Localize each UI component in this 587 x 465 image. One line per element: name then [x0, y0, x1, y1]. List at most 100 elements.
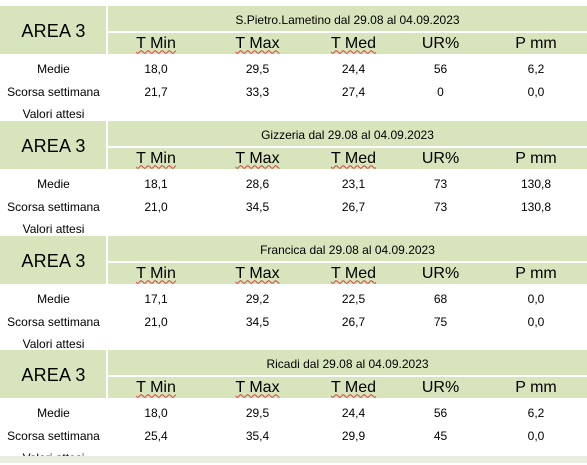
- column-header: P mm: [485, 148, 587, 169]
- column-header-label: UR%: [421, 264, 460, 282]
- column-header: T Min: [108, 263, 204, 284]
- column-header: T Med: [311, 33, 396, 54]
- station-title: Gizzeria dal 29.08 al 04.09.2023: [261, 127, 434, 142]
- column-header: T Med: [311, 263, 396, 284]
- column-header-label: T Min: [136, 264, 176, 282]
- table-cell: 18,0: [144, 406, 168, 420]
- station-title: Ricadi dal 29.08 al 04.09.2023: [266, 356, 429, 371]
- column-header-label: P mm: [515, 264, 557, 282]
- table-cell: 73: [433, 200, 448, 214]
- header-divider-horizontal: [108, 31, 587, 33]
- column-header-label: T Med: [330, 264, 377, 282]
- table-cell: 25,4: [144, 429, 168, 443]
- table-cell: 75: [433, 315, 448, 329]
- table-cell: 17,1: [144, 292, 168, 306]
- table-cell: 23,1: [341, 177, 366, 191]
- station-table: AREA 3 Francica dal 29.08 al 04.09.2023 T …: [0, 236, 587, 351]
- row-label: Valori attesi: [22, 337, 85, 351]
- table-cell: 27,4: [341, 85, 366, 99]
- row-label: Valori attesi: [22, 222, 85, 236]
- header-divider-horizontal: [108, 146, 587, 148]
- station-table: AREA 3 Ricadi dal 29.08 al 04.09.2023 T Mi…: [0, 350, 587, 465]
- row-label: Medie: [37, 406, 70, 420]
- area-label: AREA 3: [21, 364, 86, 385]
- table-header: [0, 121, 587, 169]
- column-header-label: T Min: [136, 149, 176, 167]
- table-cell: 33,3: [245, 85, 270, 99]
- row-label: Scorsa settimana: [7, 85, 100, 99]
- station-table: AREA 3 S.Pietro.Lametino dal 29.08 al 04.…: [0, 6, 587, 121]
- table-cell: 24,4: [341, 406, 366, 420]
- table-cell: 21,0: [144, 315, 168, 329]
- table-cell: 6,2: [527, 406, 545, 420]
- table-cell: 130,8: [520, 177, 552, 191]
- column-header-label: T Min: [136, 378, 176, 396]
- column-header: P mm: [485, 263, 587, 284]
- column-header: T Min: [108, 33, 204, 54]
- table-header: [0, 350, 587, 398]
- column-header-label: T Med: [330, 149, 377, 167]
- row-label: Medie: [37, 292, 70, 306]
- row-label: Scorsa settimana: [7, 315, 100, 329]
- table-cell: 0,0: [527, 85, 545, 99]
- table-cell: 29,2: [245, 292, 270, 306]
- column-header-label: T Max: [235, 34, 280, 52]
- column-header: T Med: [311, 377, 396, 398]
- header-divider-vertical: [106, 350, 108, 398]
- row-label: Scorsa settimana: [7, 429, 100, 443]
- table-cell: 35,4: [245, 429, 270, 443]
- column-header: T Max: [204, 377, 311, 398]
- row-label: Valori attesi: [22, 107, 85, 121]
- table-cell: 18,1: [144, 177, 168, 191]
- table-header: [0, 236, 587, 284]
- table-cell: 22,5: [341, 292, 366, 306]
- table-cell: 73: [433, 177, 448, 191]
- column-header-label: T Med: [330, 34, 377, 52]
- table-cell: 0,0: [527, 292, 545, 306]
- table-cell: 24,4: [341, 62, 366, 76]
- column-header: T Min: [108, 148, 204, 169]
- area-label: AREA 3: [21, 20, 86, 41]
- column-header-label: T Max: [235, 264, 280, 282]
- row-label: Medie: [37, 62, 70, 76]
- table-cell: 34,5: [245, 200, 270, 214]
- table-cell: 56: [433, 62, 448, 76]
- bottom-strip: [0, 456, 587, 463]
- area-label: AREA 3: [21, 135, 86, 156]
- column-header: UR%: [396, 33, 485, 54]
- station-title: S.Pietro.Lametino dal 29.08 al 04.09.202…: [235, 12, 460, 27]
- table-cell: 0: [437, 85, 444, 99]
- column-header: T Max: [204, 33, 311, 54]
- table-cell: 0,0: [527, 315, 545, 329]
- column-header: P mm: [485, 33, 587, 54]
- table-cell: 26,7: [341, 200, 366, 214]
- table-header: [0, 6, 587, 54]
- table-cell: 18,0: [144, 62, 168, 76]
- table-cell: 21,7: [144, 85, 168, 99]
- table-cell: 29,5: [245, 406, 270, 420]
- station-title: Francica dal 29.08 al 04.09.2023: [260, 242, 435, 257]
- table-cell: 68: [433, 292, 448, 306]
- column-header: T Med: [311, 148, 396, 169]
- table-cell: 34,5: [245, 315, 270, 329]
- header-divider-vertical: [106, 6, 108, 54]
- column-header-label: P mm: [515, 34, 557, 52]
- header-divider-vertical: [106, 121, 108, 169]
- column-header: UR%: [396, 148, 485, 169]
- column-header-label: UR%: [421, 34, 460, 52]
- table-cell: 28,6: [245, 177, 270, 191]
- column-header: T Max: [204, 263, 311, 284]
- column-header: UR%: [396, 263, 485, 284]
- table-cell: 21,0: [144, 200, 168, 214]
- header-divider-horizontal: [108, 261, 587, 263]
- station-table: AREA 3 Gizzeria dal 29.08 al 04.09.2023 T …: [0, 121, 587, 236]
- table-cell: 26,7: [341, 315, 366, 329]
- column-header-label: P mm: [515, 378, 557, 396]
- column-header-label: UR%: [421, 149, 460, 167]
- table-cell: 6,2: [527, 62, 545, 76]
- column-header-label: P mm: [515, 149, 557, 167]
- column-header-label: UR%: [421, 378, 460, 396]
- column-header: UR%: [396, 377, 485, 398]
- column-header-label: T Med: [330, 378, 377, 396]
